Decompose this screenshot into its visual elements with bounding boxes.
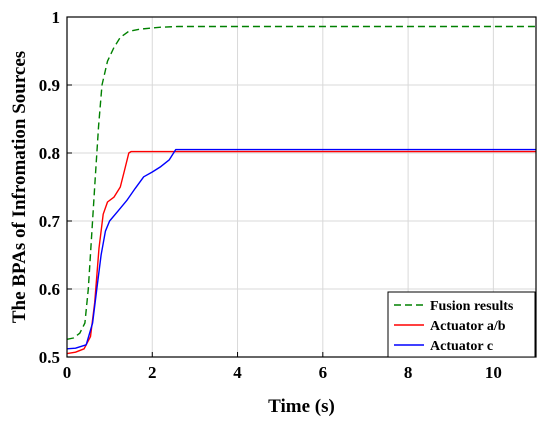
x-tick-label: 2 — [148, 363, 157, 382]
series-line — [66, 148, 536, 350]
y-axis-label: The BPAs of Infromation Sources — [9, 51, 30, 323]
plot-frame — [66, 16, 537, 358]
x-tick-label: 8 — [404, 363, 413, 382]
legend-label: Actuator a/b — [430, 319, 506, 334]
y-tick-label: 0.7 — [39, 212, 61, 231]
legend-label: Actuator c — [430, 339, 493, 354]
series-line — [66, 25, 536, 340]
series-line — [66, 150, 536, 355]
x-axis-label: Time (s) — [268, 396, 335, 417]
legend-label: Fusion results — [430, 299, 514, 314]
ticks: 0 2 4 6 8 10 0.5 0.6 0.7 0.8 0.9 1 — [39, 8, 502, 382]
x-tick-label: 4 — [233, 363, 242, 382]
x-tick-label: 10 — [485, 363, 502, 382]
x-tick-label: 6 — [319, 363, 328, 382]
series-layer — [66, 25, 536, 355]
y-tick-label: 0.5 — [39, 348, 60, 367]
y-tick-label: 0.6 — [39, 280, 60, 299]
y-tick-label: 0.8 — [39, 144, 60, 163]
y-tick-label: 0.9 — [39, 76, 60, 95]
y-tick-label: 1 — [52, 8, 61, 27]
x-tick-label: 0 — [63, 363, 72, 382]
legend: Fusion results Actuator a/b Actuator c — [387, 291, 536, 358]
